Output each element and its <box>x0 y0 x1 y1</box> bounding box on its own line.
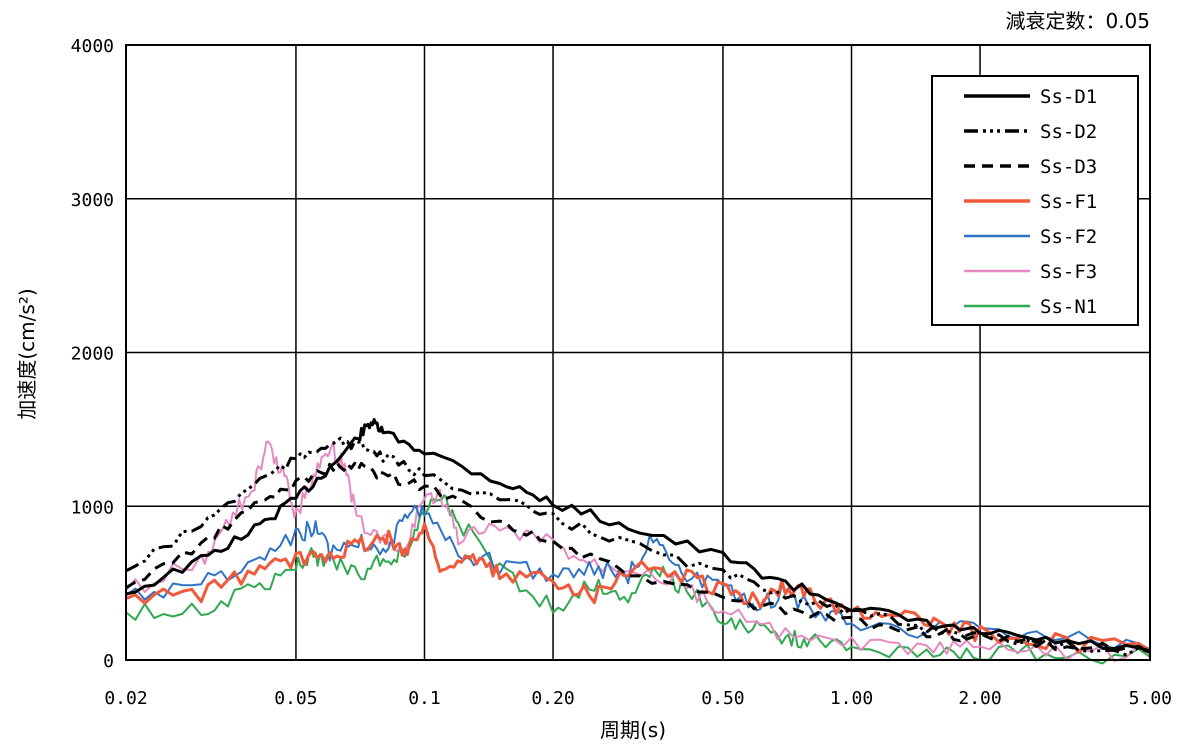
series-line-ss-f1 <box>125 522 1151 654</box>
x-tick-label: 1.00 <box>830 688 873 709</box>
x-tick-label: 0.02 <box>104 688 147 709</box>
y-tick-label: 2000 <box>71 344 114 365</box>
series-line-ss-f3 <box>125 440 1151 662</box>
legend-label-ss-f3: Ss-F3 <box>1040 261 1097 283</box>
legend-label-ss-f2: Ss-F2 <box>1040 226 1097 248</box>
y-tick-label: 4000 <box>71 36 114 57</box>
series-lines <box>125 418 1151 665</box>
series-line-ss-d3 <box>125 461 1151 653</box>
legend-label-ss-n1: Ss-N1 <box>1040 296 1097 318</box>
x-tick-label: 0.1 <box>408 688 441 709</box>
legend-label-ss-d3: Ss-D3 <box>1040 156 1097 178</box>
damping-annotation: 減衰定数：0.05 <box>1005 9 1150 33</box>
legend-box <box>931 75 1139 326</box>
x-tick-label: 2.00 <box>958 688 1001 709</box>
legend-label-ss-d2: Ss-D2 <box>1040 121 1097 143</box>
x-tick-labels: 0.02 0.05 0.1 0.20 0.50 1.00 2.00 5.00 <box>104 688 1172 709</box>
series-line-ss-d1 <box>125 418 1151 653</box>
x-tick-label: 5.00 <box>1129 688 1172 709</box>
y-tick-label: 3000 <box>71 190 114 211</box>
x-tick-label: 0.05 <box>274 688 317 709</box>
x-tick-label: 0.50 <box>701 688 744 709</box>
y-tick-label: 0 <box>103 651 114 672</box>
y-axis-label: 加速度(cm/s²) <box>15 288 39 419</box>
legend-label-ss-f1: Ss-F1 <box>1040 191 1097 213</box>
x-tick-label: 0.20 <box>531 688 574 709</box>
x-axis-label: 周期(s) <box>600 718 666 742</box>
y-tick-label: 1000 <box>71 497 114 518</box>
legend-label-ss-d1: Ss-D1 <box>1040 86 1097 108</box>
series-line-ss-n1 <box>125 494 1151 665</box>
y-tick-labels: 0 1000 2000 3000 4000 <box>71 36 114 672</box>
legend: Ss-D1 Ss-D2 Ss-D3 Ss-F1 Ss-F2 Ss-F3 Ss-N1 <box>931 75 1139 326</box>
plot-area-frame <box>125 44 1151 661</box>
series-line-ss-f2 <box>125 504 1151 651</box>
